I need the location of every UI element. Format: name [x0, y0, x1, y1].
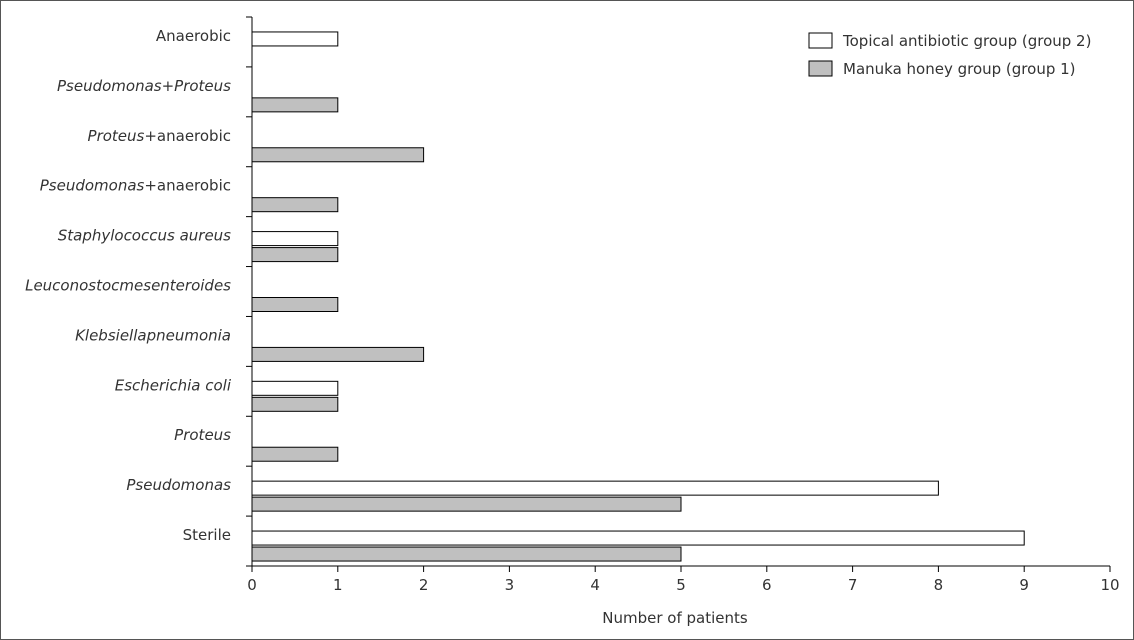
bar-topical-antibiotic: [251, 31, 339, 47]
bar-manuka-honey: [251, 396, 339, 412]
category-label: Proteus+anaerobic: [88, 127, 231, 145]
x-tick-label: 6: [762, 576, 772, 594]
legend-swatch-group-1: [808, 60, 833, 77]
legend: Topical antibiotic group (group 2) Manuk…: [808, 32, 1091, 78]
x-ticks: 0 1 2 3 4 5 6 7 8 9 10: [247, 566, 1120, 594]
bar-manuka-honey: [251, 197, 339, 213]
bar-topical-antibiotic: [251, 231, 339, 247]
legend-label-group-2: Topical antibiotic group (group 2): [842, 32, 1091, 50]
category-labels: Anaerobic Pseudomonas+Proteus Proteus+anae…: [25, 27, 232, 544]
category-label: Pseudomonas+anaerobic: [40, 177, 231, 195]
category-label: Escherichia coli: [115, 376, 232, 394]
x-tick-label: 5: [676, 576, 686, 594]
category-label: Pseudomonas+Proteus: [57, 77, 231, 95]
bar-manuka-honey: [251, 546, 682, 562]
bar-manuka-honey: [251, 147, 425, 163]
x-tick-label: 2: [419, 576, 429, 594]
x-tick-label: 9: [1019, 576, 1029, 594]
bar-topical-antibiotic: [251, 380, 339, 396]
x-axis-title: Number of patients: [602, 609, 748, 627]
x-tick-label: 10: [1100, 576, 1119, 594]
x-tick-label: 8: [934, 576, 944, 594]
x-tick-label: 3: [505, 576, 515, 594]
bar-manuka-honey: [251, 446, 339, 462]
category-label: Sterile: [183, 526, 231, 544]
bar-topical-antibiotic: [251, 530, 1025, 546]
bar-topical-antibiotic: [251, 480, 939, 496]
x-tick-label: 7: [848, 576, 858, 594]
legend-swatch-group-2: [808, 32, 833, 49]
x-tick-label: 4: [590, 576, 600, 594]
bar-manuka-honey: [251, 297, 339, 312]
bar-manuka-honey: [251, 97, 339, 113]
category-label: Klebsiellapneumonia: [75, 326, 231, 344]
category-label: Staphylococcus aureus: [58, 227, 231, 245]
legend-label-group-1: Manuka honey group (group 1): [843, 60, 1076, 78]
category-label: Anaerobic: [156, 27, 231, 45]
category-label: Pseudomonas: [126, 476, 231, 494]
bar-manuka-honey: [251, 496, 682, 512]
category-label: Leuconostocmesenteroides: [25, 277, 231, 295]
bar-manuka-honey: [251, 247, 339, 263]
bars-layer: [251, 31, 1025, 562]
x-tick-label: 0: [247, 576, 257, 594]
bar-manuka-honey: [251, 346, 425, 362]
category-label: Proteus: [174, 426, 231, 444]
x-tick-label: 1: [333, 576, 343, 594]
